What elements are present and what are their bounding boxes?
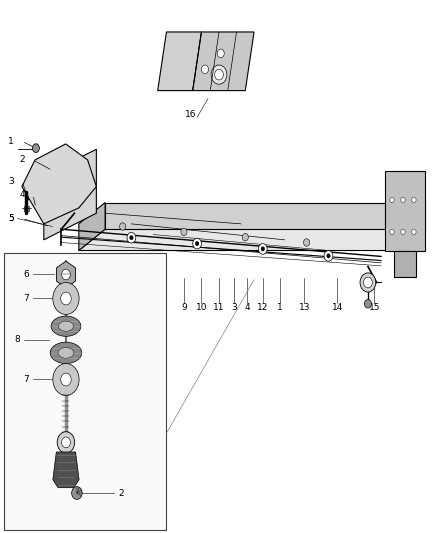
Circle shape (390, 197, 394, 203)
Text: 5: 5 (8, 214, 14, 223)
Text: 13: 13 (299, 303, 310, 312)
Text: 9: 9 (181, 303, 187, 312)
Polygon shape (158, 32, 201, 91)
Text: 4: 4 (19, 190, 25, 199)
Text: 14: 14 (332, 303, 343, 312)
Text: 11: 11 (213, 303, 225, 312)
Circle shape (32, 144, 39, 152)
Circle shape (195, 241, 199, 246)
Circle shape (412, 229, 416, 235)
Circle shape (62, 437, 71, 448)
Circle shape (53, 282, 79, 314)
Text: 4: 4 (245, 303, 250, 312)
Polygon shape (105, 203, 425, 229)
Polygon shape (394, 251, 416, 277)
Text: 10: 10 (196, 303, 207, 312)
Text: 12: 12 (257, 303, 268, 312)
Text: 2: 2 (118, 489, 124, 497)
Ellipse shape (58, 348, 74, 358)
Polygon shape (22, 144, 96, 224)
Circle shape (53, 364, 79, 395)
Ellipse shape (51, 316, 81, 336)
Ellipse shape (54, 161, 91, 201)
Circle shape (211, 65, 227, 84)
Ellipse shape (60, 168, 84, 195)
Text: 3: 3 (8, 177, 14, 185)
Circle shape (215, 69, 223, 80)
Circle shape (360, 273, 376, 292)
Circle shape (127, 232, 136, 243)
Text: 1: 1 (277, 303, 283, 312)
Circle shape (61, 373, 71, 386)
Polygon shape (385, 171, 425, 251)
Polygon shape (79, 229, 425, 251)
Text: 3: 3 (231, 303, 237, 312)
Polygon shape (193, 32, 254, 91)
Text: 2: 2 (19, 156, 25, 164)
Ellipse shape (50, 342, 82, 364)
Circle shape (61, 292, 71, 305)
Circle shape (390, 229, 394, 235)
Circle shape (261, 247, 265, 251)
Circle shape (120, 223, 126, 230)
Circle shape (401, 197, 405, 203)
Ellipse shape (65, 173, 80, 189)
Circle shape (401, 229, 405, 235)
Circle shape (193, 238, 201, 249)
Polygon shape (57, 261, 75, 288)
Circle shape (364, 277, 372, 288)
Circle shape (327, 254, 330, 258)
Circle shape (364, 300, 371, 308)
Text: 16: 16 (185, 110, 196, 119)
Circle shape (324, 251, 333, 261)
Circle shape (57, 432, 75, 453)
Text: 8: 8 (14, 335, 21, 344)
Text: 5: 5 (8, 214, 14, 223)
Bar (24, 206, 29, 211)
Text: 15: 15 (369, 303, 380, 312)
Circle shape (258, 244, 267, 254)
Bar (4, 253, 166, 530)
Text: 1: 1 (8, 137, 14, 146)
Polygon shape (44, 149, 96, 240)
Polygon shape (79, 203, 105, 251)
Circle shape (130, 236, 133, 240)
Text: 7: 7 (23, 294, 29, 303)
Circle shape (201, 65, 208, 74)
Circle shape (412, 197, 416, 203)
Circle shape (72, 487, 82, 499)
Text: 7: 7 (23, 375, 29, 384)
Circle shape (181, 228, 187, 236)
Circle shape (62, 269, 71, 280)
Text: 6: 6 (23, 270, 29, 279)
Ellipse shape (59, 321, 74, 331)
Circle shape (304, 239, 310, 246)
Circle shape (242, 233, 248, 241)
Polygon shape (53, 452, 79, 488)
Circle shape (217, 49, 224, 58)
